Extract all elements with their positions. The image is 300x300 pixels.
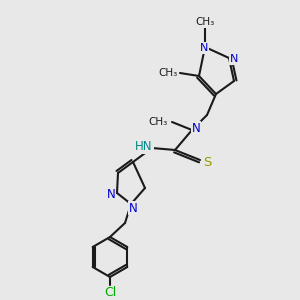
Text: N: N [230, 54, 238, 64]
Text: CH₃: CH₃ [195, 17, 214, 27]
Text: CH₃: CH₃ [158, 68, 178, 78]
Text: Cl: Cl [104, 286, 116, 299]
Text: HN: HN [135, 140, 153, 154]
Text: CH₃: CH₃ [148, 117, 168, 127]
Text: N: N [192, 122, 200, 134]
Text: N: N [129, 202, 137, 214]
Text: N: N [106, 188, 116, 200]
Text: N: N [200, 43, 208, 53]
Text: S: S [203, 157, 211, 169]
